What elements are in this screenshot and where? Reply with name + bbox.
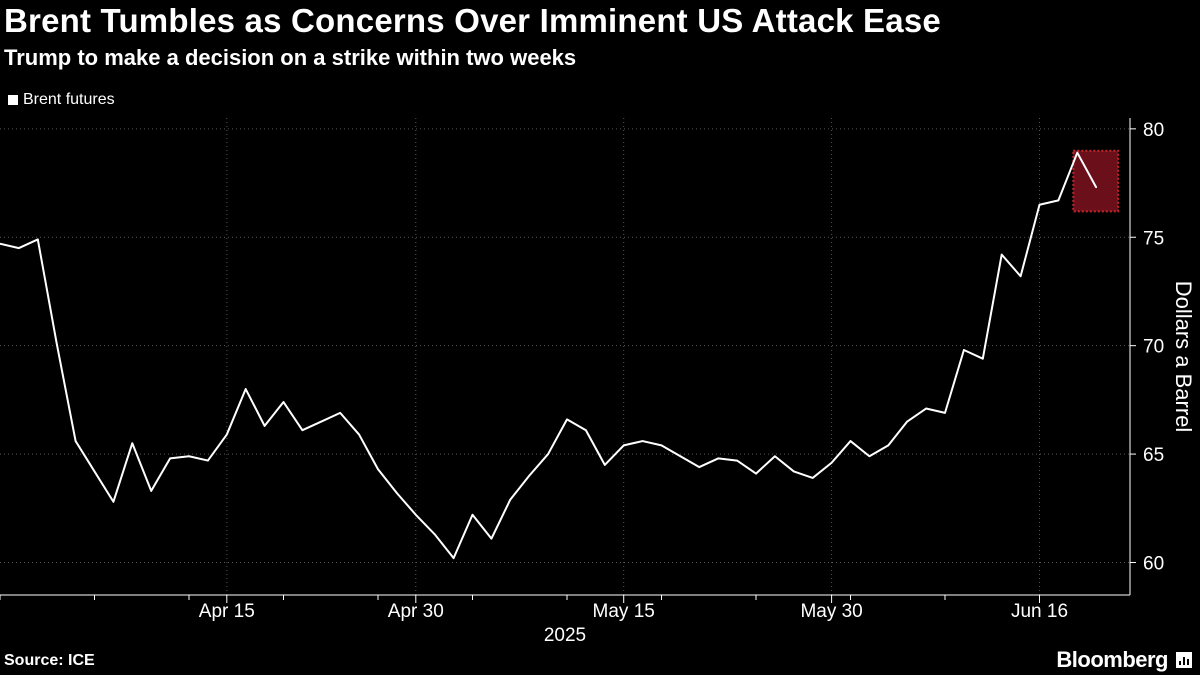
brand-name: Bloomberg: [1056, 647, 1168, 672]
data-point: [452, 557, 455, 559]
chart-subtitle: Trump to make a decision on a strike wit…: [4, 45, 577, 70]
data-point: [641, 440, 644, 442]
data-point: [1076, 151, 1079, 154]
data-point: [188, 455, 190, 458]
data-point: [925, 407, 927, 410]
data-point: [377, 468, 379, 471]
data-point: [1057, 199, 1060, 202]
x-tick-label: Apr 30: [388, 601, 444, 622]
y-tick-label: 80: [1143, 120, 1164, 141]
data-point: [396, 492, 398, 494]
data-point: [755, 472, 757, 475]
data-point: [150, 490, 152, 492]
y-axis-label: Dollars a Barrel: [1171, 281, 1196, 433]
data-point: [736, 459, 738, 462]
data-point: [698, 466, 701, 468]
data-point: [37, 238, 39, 241]
data-point: [301, 429, 304, 432]
data-point: [660, 444, 663, 447]
data-point: [982, 357, 984, 360]
data-point: [944, 412, 946, 414]
data-point: [339, 412, 342, 414]
bloomberg-chart-icon: [1176, 652, 1192, 668]
data-point: [0, 242, 1, 245]
y-tick-label: 70: [1143, 337, 1164, 358]
data-point: [93, 470, 96, 473]
data-point: [679, 455, 682, 458]
data-point: [207, 459, 209, 462]
data-point: [415, 513, 417, 516]
data-point: [906, 420, 908, 423]
data-point: [774, 455, 776, 458]
data-point: [131, 442, 134, 445]
data-point: [528, 474, 530, 477]
data-point: [963, 349, 965, 351]
data-point: [55, 342, 58, 345]
data-point: [1038, 203, 1041, 206]
data-point: [509, 498, 512, 501]
x-tick-label: May 30: [800, 601, 862, 622]
x-tick-label: Jun 16: [1011, 601, 1068, 622]
data-point: [433, 533, 436, 536]
data-point: [169, 457, 171, 460]
data-point: [18, 247, 20, 249]
data-point: [282, 401, 285, 403]
data-point: [604, 464, 606, 466]
brand-logo: Bloomberg: [1056, 647, 1192, 673]
data-point: [226, 433, 228, 436]
data-point: [547, 453, 549, 455]
data-point: [868, 455, 871, 458]
data-point: [358, 433, 360, 436]
data-point: [849, 440, 852, 442]
data-point: [887, 444, 890, 447]
y-tick-label: 75: [1143, 228, 1164, 249]
data-point: [1000, 253, 1003, 256]
data-point: [1019, 275, 1022, 278]
data-point: [74, 440, 77, 442]
x-tick-label: May 15: [593, 601, 655, 622]
data-point: [263, 425, 266, 427]
data-point: [585, 429, 587, 432]
data-point: [793, 470, 795, 473]
x-axis-label: 2025: [544, 625, 586, 646]
data-point: [566, 418, 568, 421]
data-point: [244, 388, 247, 390]
data-point: [320, 420, 323, 423]
y-tick-label: 60: [1143, 553, 1164, 574]
chart-title: Brent Tumbles as Concerns Over Imminent …: [4, 2, 941, 39]
series-line-brent: [0, 151, 1098, 560]
data-point: [471, 513, 474, 516]
data-point: [811, 477, 814, 479]
y-tick-label: 65: [1143, 445, 1164, 466]
data-point: [717, 457, 719, 460]
legend: Brent futures: [8, 91, 115, 109]
data-point: [830, 461, 833, 464]
x-tick-label: Apr 15: [199, 601, 255, 622]
data-point: [1095, 186, 1097, 189]
data-point: [112, 500, 115, 503]
data-point: [622, 444, 625, 447]
source-note: Source: ICE: [4, 652, 95, 669]
data-point: [490, 537, 493, 540]
legend-label: Brent futures: [23, 91, 115, 108]
legend-swatch-icon: [8, 95, 18, 105]
